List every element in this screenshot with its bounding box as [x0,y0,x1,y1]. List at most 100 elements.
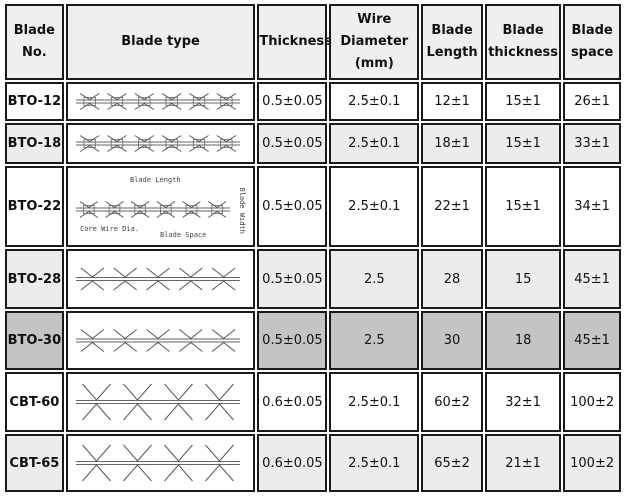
barb-body [137,97,151,106]
barb-body [83,139,96,148]
barb-body [211,205,223,214]
barb [188,135,209,152]
barb [113,267,137,291]
spec-cell: 0.5±0.05 [257,82,328,121]
barb [134,135,154,152]
barb [178,267,203,291]
spec-cell: 33±1 [563,123,621,164]
blade-type-cell [65,123,256,164]
barb-body [82,205,95,214]
blade-type-cell [65,82,256,121]
barb [211,267,236,291]
spec-cell: 100±2 [563,372,621,432]
barb [163,444,193,482]
barb [145,329,170,352]
blade-diagram [75,93,240,110]
barb [79,93,100,110]
table-row: BTO-30 0.5±0.05 2.5 30 18 45±1 [5,311,621,370]
barb-body [83,97,96,106]
table-row: BTO-12 0.5±0.05 2.5±0.1 12±1 15±1 26±1 [5,82,621,121]
barb-body [219,139,233,148]
table-row: BTO-18 0.5±0.05 2.5±0.1 18±1 15±1 33±1 [5,123,621,164]
blade-no: BTO-28 [5,249,64,309]
blade-type-cell [65,372,256,432]
spec-cell: 15±1 [484,166,562,247]
spec-cell: 30 [421,311,483,370]
diagram-label: Blade Space [160,231,206,239]
spec-cell: 100±2 [563,434,621,492]
spec-cell: 28 [421,249,483,309]
barb [80,267,104,291]
barb [216,93,236,110]
barb [80,329,104,352]
barb [130,201,150,218]
table-row: BTO-22 Blade Length Core Wire Dia. Blade Sp… [5,166,621,247]
spec-cell: 60±2 [421,372,483,432]
barb [106,135,127,152]
barb [106,93,127,110]
barb-body [165,139,178,148]
blade-no: BTO-12 [5,82,64,121]
spec-cell: 0.6±0.05 [257,372,328,432]
blade-type-cell [65,249,256,309]
barb-body [192,139,205,148]
spec-cell: 0.6±0.05 [257,434,328,492]
blade-no: BTO-22 [5,166,64,247]
blade-type-cell [65,434,256,492]
spec-cell: 45±1 [563,249,621,309]
barb-body [185,205,198,214]
spec-cell: 34±1 [563,166,621,247]
barb-body [108,205,121,214]
spec-cell: 21±1 [484,434,562,492]
barb [104,201,124,218]
spec-cell: 15±1 [484,123,562,164]
barb [122,383,152,421]
spec-cell: 18 [484,311,562,370]
table-row: CBT-60 0.6±0.05 2.5±0.1 60±2 32±1 100±2 [5,372,621,432]
spec-cell: 12±1 [421,82,483,121]
blade-diagram: Blade Length Core Wire Dia. Blade Space Bla… [75,176,246,239]
blade-diagram [75,383,240,421]
spec-cell: 18±1 [421,123,483,164]
header-cell: Blade No. [5,4,64,80]
spec-cell: 0.5±0.05 [257,249,328,309]
spec-cell: 0.5±0.05 [257,311,328,370]
barb [161,135,182,152]
blade-no: BTO-30 [5,311,64,370]
barb [145,267,170,291]
table-row: CBT-65 0.6±0.05 2.5±0.1 65±2 21±1 100±2 [5,434,621,492]
blade-diagram [75,135,240,152]
spec-cell: 2.5±0.1 [329,123,420,164]
blade-type-cell [65,311,256,370]
barb [79,201,98,218]
barb-body [165,97,178,106]
blade-no: BTO-18 [5,123,64,164]
spec-cell: 22±1 [421,166,483,247]
barb-body [192,97,205,106]
barb [122,444,152,482]
spec-cell: 2.5±0.1 [329,434,420,492]
header-cell: Blade thickness [484,4,562,80]
barb [161,93,182,110]
barb-body [137,139,151,148]
header-cell: Wire Diameter (mm) [329,4,420,80]
barb [81,444,111,482]
header-cell: Blade Length [421,4,483,80]
barb [216,135,236,152]
diagram-label: Blade Length [130,176,181,184]
blade-diagram [75,444,240,482]
spec-cell: 45±1 [563,311,621,370]
spec-cell: 15±1 [484,82,562,121]
spec-cell: 26±1 [563,82,621,121]
barb-body [219,97,233,106]
spec-cell: 32±1 [484,372,562,432]
barb [204,383,234,421]
barb-body [110,139,123,148]
blade-no: CBT-60 [5,372,64,432]
barb [163,383,193,421]
blade-diagram [75,329,240,352]
spec-table: Blade No. Blade type Thickness Wire Diamete… [3,2,623,494]
blade-diagram [75,267,240,291]
blade-type-cell: Blade Length Core Wire Dia. Blade Space Bla… [65,166,256,247]
barb [211,329,236,352]
